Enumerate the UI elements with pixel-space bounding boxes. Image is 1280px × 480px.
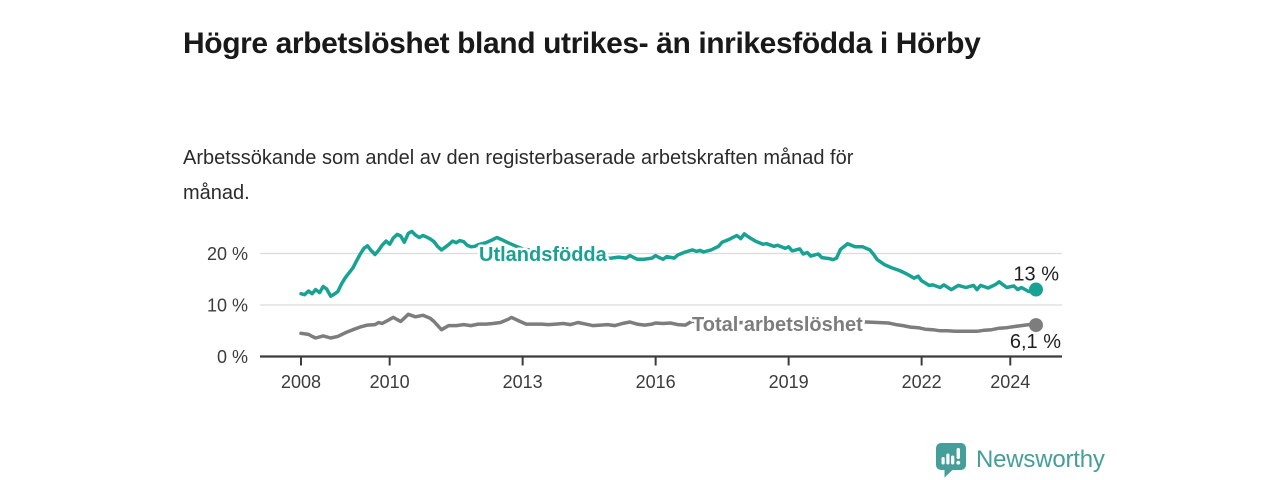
x-tick-label: 2019 xyxy=(769,372,809,392)
x-tick-label: 2008 xyxy=(281,372,321,392)
x-tick-label: 2022 xyxy=(902,372,942,392)
series-label-foreign-born: Utlandsfödda xyxy=(479,244,608,266)
newsworthy-logo-icon xyxy=(936,443,966,478)
series-end-value-total: 6,1 % xyxy=(1010,331,1061,353)
logo-bar-2 xyxy=(946,453,950,465)
logo-bar-3 xyxy=(951,455,955,465)
page-subtitle: Arbetssökande som andel av den registerb… xyxy=(183,147,854,204)
x-tick-label: 2013 xyxy=(503,372,543,392)
x-tick-label: 2024 xyxy=(990,372,1030,392)
logo-exclamation-dot xyxy=(956,460,961,465)
y-tick-label: 10 % xyxy=(207,296,248,316)
logo-bubble-shape xyxy=(936,443,966,478)
logo-bar-1 xyxy=(941,457,945,465)
series-end-value-foreign-born: 13 % xyxy=(1013,264,1059,286)
x-tick-label: 2010 xyxy=(370,372,410,392)
x-tick-label: 2016 xyxy=(636,372,676,392)
y-tick-label: 20 % xyxy=(207,244,248,264)
series-end-dot-foreign-born xyxy=(1028,282,1043,297)
brand-wordmark: Newsworthy xyxy=(976,446,1105,473)
series-end-dot-total xyxy=(1028,318,1043,333)
series-line-total xyxy=(299,312,1038,340)
series-line-foreign-born xyxy=(299,229,1038,298)
series-label-total: Total arbetslöshet xyxy=(692,314,863,336)
logo-exclamation-bar xyxy=(956,448,960,459)
page-title: Högre arbetslöshet bland utrikes- än inr… xyxy=(183,27,981,61)
y-tick-label: 0 % xyxy=(217,347,248,367)
brand-footer: Newsworthy xyxy=(936,443,1105,479)
